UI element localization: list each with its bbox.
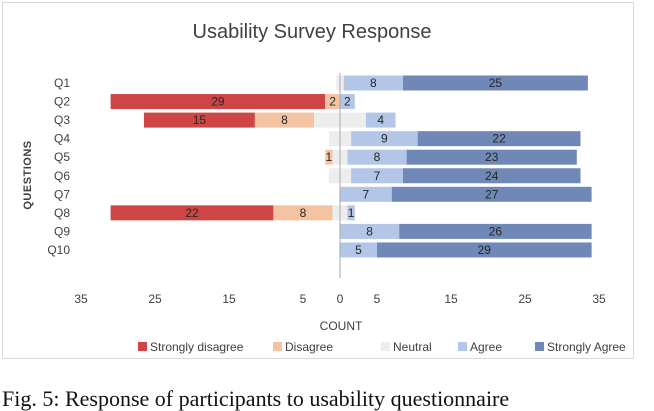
bar-label-q3-disagree: 8 [281,113,288,127]
legend-swatch-agree [458,342,467,351]
bar-q4-strongly-agree [417,131,581,147]
bar-q7-strongly-agree [391,186,592,202]
legend-swatch-strongly-disagree [138,342,147,351]
category-label-q3: Q3 [54,113,70,127]
bar-q10-agree [340,242,377,258]
bar-label-q9-agree: 8 [366,224,373,238]
x-tick-label: 35 [74,292,88,306]
category-label-q10: Q10 [47,243,70,257]
bar-label-q3-agree: 4 [377,113,384,127]
legend-label-agree: Agree [470,340,502,354]
bar-label-q5-strongly-agree: 23 [485,150,499,164]
category-label-q7: Q7 [54,187,70,201]
bar-label-q8-strongly-disagree: 22 [185,206,199,220]
bar-q6-strongly-agree [402,168,581,184]
bar-q3-agree [365,112,396,128]
chart-title: Usability Survey Response [193,21,432,43]
bar-q8-strongly-disagree [110,205,274,221]
legend-label-neutral: Neutral [393,340,432,354]
bar-label-q6-agree: 7 [374,169,381,183]
category-label-q9: Q9 [54,224,70,238]
bar-q3-disagree [254,112,315,128]
legend-swatch-strongly-agree [535,342,544,351]
bar-label-q5-disagree: 1 [326,150,333,164]
bar-label-q7-agree: 7 [363,187,370,201]
bar-label-q10-agree: 5 [355,243,362,257]
bar-q1-strongly-agree [402,75,588,91]
bar-label-q8-agree: 1 [348,206,355,220]
x-tick-label: 25 [148,292,162,306]
bar-q5-agree [347,149,407,165]
legend: Strongly disagree Disagree Neutral Agree Str… [138,340,626,354]
x-tick-label: 15 [222,292,236,306]
y-axis-title: QUESTIONS [22,140,34,209]
x-tick-label: 35 [592,292,606,306]
bar-label-q1-agree: 8 [370,76,377,90]
x-axis-title: COUNT [320,319,363,333]
bar-q3-strongly-disagree [143,112,255,128]
category-label-q5: Q5 [54,150,70,164]
bar-q5-disagree [325,149,333,165]
bar-label-q4-strongly-agree: 22 [492,132,506,146]
category-label-q6: Q6 [54,169,70,183]
x-tick-label: 5 [374,292,381,306]
bar-label-q2-strongly-disagree: 29 [211,95,225,109]
bar-q1-agree [343,75,403,91]
legend-swatch-neutral [381,342,390,351]
x-tick-labels: 35 25 15 5 0 5 15 25 35 [74,292,606,306]
legend-label-strongly-agree: Strongly Agree [547,340,626,354]
bar-label-q3-strongly-disagree: 15 [193,113,207,127]
bar-label-q4-agree: 9 [381,132,388,146]
bar-q7-agree [340,186,392,202]
x-tick-label: 5 [300,292,307,306]
bar-q2-disagree [325,94,340,110]
category-label-q4: Q4 [54,132,70,146]
legend-label-disagree: Disagree [285,340,333,354]
category-label-q1: Q1 [54,76,70,90]
bar-label-q2-disagree: 2 [329,95,336,109]
bar-label-q1-strongly-agree: 25 [489,76,503,90]
legend-swatch-disagree [273,342,282,351]
bar-label-q7-strongly-agree: 27 [485,187,499,201]
bar-q8-agree [347,205,355,221]
category-label-q2: Q2 [54,95,70,109]
bar-label-q8-disagree: 8 [300,206,307,220]
x-tick-label: 25 [518,292,532,306]
bar-q6-agree [351,168,403,184]
bar-q5-strongly-agree [406,149,577,165]
bar-label-q10-strongly-agree: 29 [478,243,492,257]
bar-q4-agree [351,131,418,147]
bar-label-q5-agree: 8 [374,150,381,164]
bar-q9-agree [340,223,400,239]
x-tick-label: 0 [337,292,344,306]
category-labels: Q1 Q2 Q3 Q4 Q5 Q6 Q7 Q8 Q9 Q10 [47,76,70,257]
bars [110,75,592,258]
x-tick-label: 15 [444,292,458,306]
bar-q8-disagree [273,205,333,221]
figure-caption: Fig. 5: Response of participants to usab… [2,386,510,411]
bar-q2-agree [340,94,355,110]
bar-label-q6-strongly-agree: 24 [485,169,499,183]
bar-label-q2-agree: 2 [344,95,351,109]
category-label-q8: Q8 [54,206,70,220]
bar-q2-strongly-disagree [110,94,326,110]
bar-label-q9-strongly-agree: 26 [489,224,503,238]
bar-q9-strongly-agree [399,223,592,239]
legend-label-strongly-disagree: Strongly disagree [150,340,244,354]
bar-q10-strongly-agree [377,242,592,258]
